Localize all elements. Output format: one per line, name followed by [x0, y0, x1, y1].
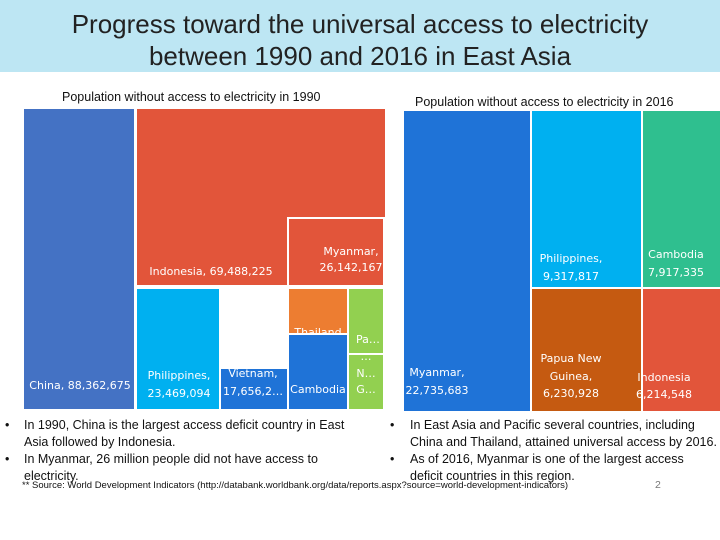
- bullet-dot: •: [5, 418, 10, 432]
- slide-title-line-1: Progress toward the universal access to …: [71, 9, 649, 39]
- page-number: 2: [655, 479, 661, 491]
- treemap-2016-label: Philippines,: [540, 252, 603, 265]
- treemap-1990-label: Indonesia, 69,488,225: [149, 265, 272, 278]
- treemap-2016-label: 6,214,548: [636, 388, 692, 401]
- treemap-1990-tile: [22, 107, 136, 411]
- bullet-right-1: • In East Asia and Pacific several countr…: [380, 417, 718, 451]
- treemap-2016-tile: [641, 109, 720, 289]
- treemap-1990-label: Myanmar,: [323, 245, 378, 258]
- bullet-right-1-text: In East Asia and Pacific several countri…: [410, 418, 717, 449]
- treemap-2016-label: Papua New: [540, 352, 601, 365]
- bullet-left-2-text: In Myanmar, 26 million people did not ha…: [24, 452, 318, 483]
- bullet-left-2: • In Myanmar, 26 million people did not h…: [2, 451, 362, 485]
- treemap-1990-tile: [287, 217, 385, 287]
- treemap-1990-label: Pa…: [356, 333, 380, 346]
- bullet-right-2-text: As of 2016, Myanmar is one of the larges…: [410, 452, 684, 483]
- treemap-canvas: China, 88,362,675 Indonesia, 69,488,225 My…: [22, 107, 720, 413]
- treemap-1990-tile: [287, 287, 349, 335]
- treemap-1990-label: Vietnam,: [228, 367, 277, 380]
- right-bullets: • In East Asia and Pacific several countr…: [380, 417, 718, 485]
- treemap-1990-tile: [347, 353, 385, 411]
- treemap-1990-tile: [287, 333, 349, 411]
- treemap-2016-label: 22,735,683: [406, 384, 469, 397]
- title-band: [0, 0, 720, 72]
- treemap-1990-tile: [135, 287, 221, 411]
- treemap-2016-tile: [530, 287, 643, 413]
- source-note: ** Source: World Development Indicators …: [22, 480, 569, 491]
- treemap-1990-label: N…: [356, 367, 375, 380]
- bullet-dot: •: [5, 452, 10, 466]
- treemap-1990-label: …: [361, 350, 372, 363]
- treemap-1990-label: China, 88,362,675: [29, 379, 130, 392]
- bullet-dot: •: [390, 418, 395, 432]
- treemap-2016-tile: [641, 287, 720, 413]
- treemap-2016-label: 7,917,335: [648, 266, 704, 279]
- treemap-1990-label: 26,142,167: [320, 261, 383, 274]
- treemap-2016-label: Guinea,: [550, 370, 593, 383]
- treemap-2016-title: Population without access to electricity…: [415, 95, 674, 109]
- treemap-1990-tile: [347, 287, 385, 355]
- treemap-2016-tile: [530, 109, 643, 289]
- treemap-1990-label: 23,469,094: [148, 387, 211, 400]
- treemap-1990-label: G…: [356, 383, 376, 396]
- treemap-2016-label: Indonesia: [637, 371, 690, 384]
- bullet-right-2: • As of 2016, Myanmar is one of the large…: [380, 451, 718, 485]
- treemap-1990-label: 17,656,2…: [223, 385, 283, 398]
- bullet-left-1-text: In 1990, China is the largest access def…: [24, 418, 345, 449]
- treemap-1990-label: Cambodia: [290, 383, 346, 396]
- treemap-2016-label: Cambodia: [648, 248, 704, 261]
- treemap-2016-label: 6,230,928: [543, 387, 599, 400]
- left-bullets: • In 1990, China is the largest access de…: [2, 417, 362, 485]
- slide-title-line-2: between 1990 and 2016 in East Asia: [148, 41, 572, 71]
- treemap-1990-title: Population without access to electricity…: [62, 90, 321, 104]
- treemap-2016-label: Myanmar,: [409, 366, 464, 379]
- bullet-left-1: • In 1990, China is the largest access de…: [2, 417, 362, 451]
- bullet-dot: •: [390, 452, 395, 466]
- treemap-2016-tile: [402, 109, 532, 413]
- treemap-2016-label: 9,317,817: [543, 270, 599, 283]
- treemap-1990-label: Philippines,: [148, 369, 211, 382]
